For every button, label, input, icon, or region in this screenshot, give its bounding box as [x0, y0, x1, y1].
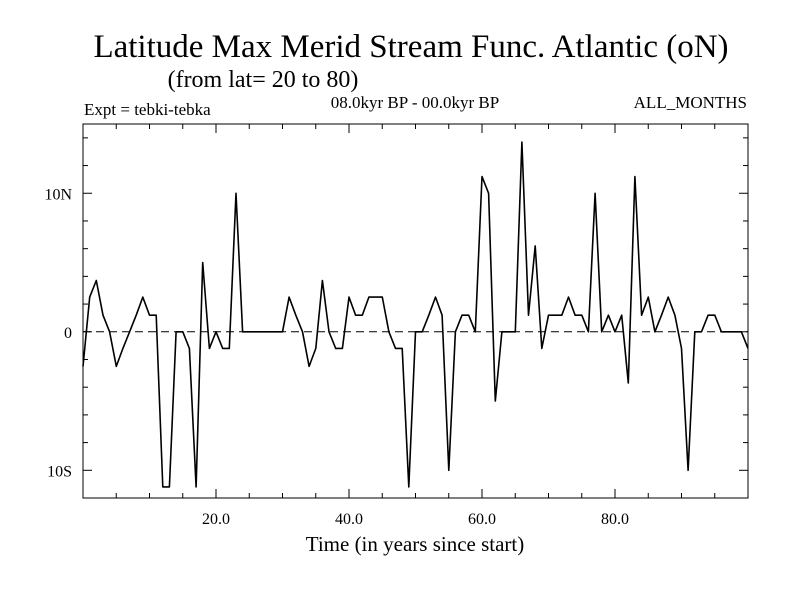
chart-subtitle: (from lat= 20 to 80) [168, 67, 359, 93]
x-axis-label: Time (in years since start) [306, 532, 525, 556]
x-tick-label: 40.0 [335, 511, 363, 528]
y-tick-label: 0 [64, 325, 72, 342]
axes: 20.0 40.0 60.0 80.0 10S 0 10N [44, 124, 748, 528]
x-tick-label: 20.0 [202, 511, 230, 528]
series-group [82, 141, 749, 488]
x-tick-label: 80.0 [601, 511, 629, 528]
y-tick-label: 10N [44, 186, 72, 203]
season-label: ALL_MONTHS [634, 93, 747, 112]
chart-title: Latitude Max Merid Stream Func. Atlantic… [93, 29, 728, 65]
y-tick-label: 10S [47, 463, 72, 480]
experiment-label: Expt = tebki-tebka [84, 100, 211, 119]
period-label: 08.0kyr BP - 00.0kyr BP [331, 93, 499, 112]
series-line [82, 141, 749, 488]
plot-frame [82, 123, 749, 499]
x-tick-label: 60.0 [468, 511, 496, 528]
